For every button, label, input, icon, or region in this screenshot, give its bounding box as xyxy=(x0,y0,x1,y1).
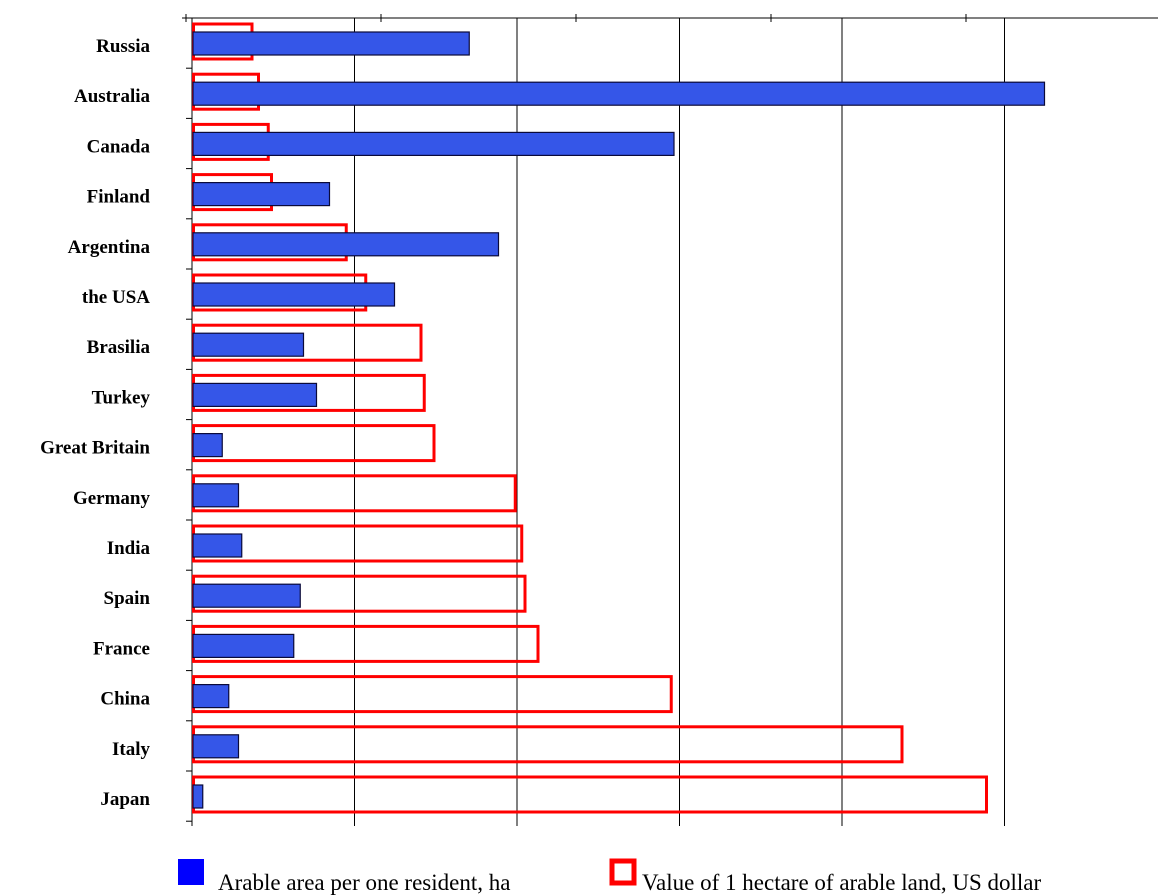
legend-swatch-land-value xyxy=(609,858,637,886)
bar-arable-area-canada xyxy=(192,131,675,156)
category-label-india: India xyxy=(107,538,151,559)
bar-land-value-italy xyxy=(192,725,904,764)
category-label-germany: Germany xyxy=(73,488,151,509)
category-label-china: China xyxy=(100,689,150,710)
bar-arable-area-italy xyxy=(192,734,240,759)
bar-arable-area-brasilia xyxy=(192,332,305,357)
legend: Arable area per one resident, ha Value o… xyxy=(178,858,1041,895)
legend-label-land-value: Value of 1 hectare of arable land, US do… xyxy=(642,870,1041,895)
bars xyxy=(192,22,1046,814)
category-label-finland: Finland xyxy=(87,187,151,208)
bar-arable-area-japan xyxy=(192,784,204,809)
legend-swatch-arable-area xyxy=(178,859,204,885)
category-label-canada: Canada xyxy=(87,136,151,157)
category-labels: Russia Australia Canada Finland Argentina the… xyxy=(40,36,150,810)
category-label-russia: Russia xyxy=(96,36,150,57)
category-label-spain: Spain xyxy=(104,588,151,609)
bar-arable-area-india xyxy=(192,533,243,558)
bar-arable-area-argentina xyxy=(192,232,500,257)
category-label-japan: Japan xyxy=(100,789,150,810)
bar-land-value-china xyxy=(192,675,673,714)
bar-land-value-great-britain xyxy=(192,424,436,463)
bar-arable-area-france xyxy=(192,633,295,659)
category-label-argentina: Argentina xyxy=(68,237,151,258)
bar-arable-area-germany xyxy=(192,483,240,508)
bar-arable-area-finland xyxy=(192,182,331,207)
bar-arable-area-spain xyxy=(192,583,301,608)
bar-land-value-japan xyxy=(192,775,988,814)
category-label-the-usa: the USA xyxy=(82,287,150,308)
bar-arable-area-russia xyxy=(192,31,470,56)
legend-label-arable-area: Arable area per one resident, ha xyxy=(218,870,510,895)
category-label-australia: Australia xyxy=(74,86,151,107)
bar-arable-area-the-usa xyxy=(192,282,396,307)
category-label-turkey: Turkey xyxy=(92,387,151,408)
category-label-brasilia: Brasilia xyxy=(87,337,151,358)
bar-arable-area-great-britain xyxy=(192,433,223,458)
category-label-great-britain: Great Britain xyxy=(40,438,150,459)
bar-arable-area-turkey xyxy=(192,382,318,407)
bar-land-value-india xyxy=(192,524,524,563)
bar-arable-area-china xyxy=(192,683,230,709)
category-label-italy: Italy xyxy=(112,739,151,760)
bar-arable-area-australia xyxy=(192,81,1046,106)
category-label-france: France xyxy=(93,638,150,659)
